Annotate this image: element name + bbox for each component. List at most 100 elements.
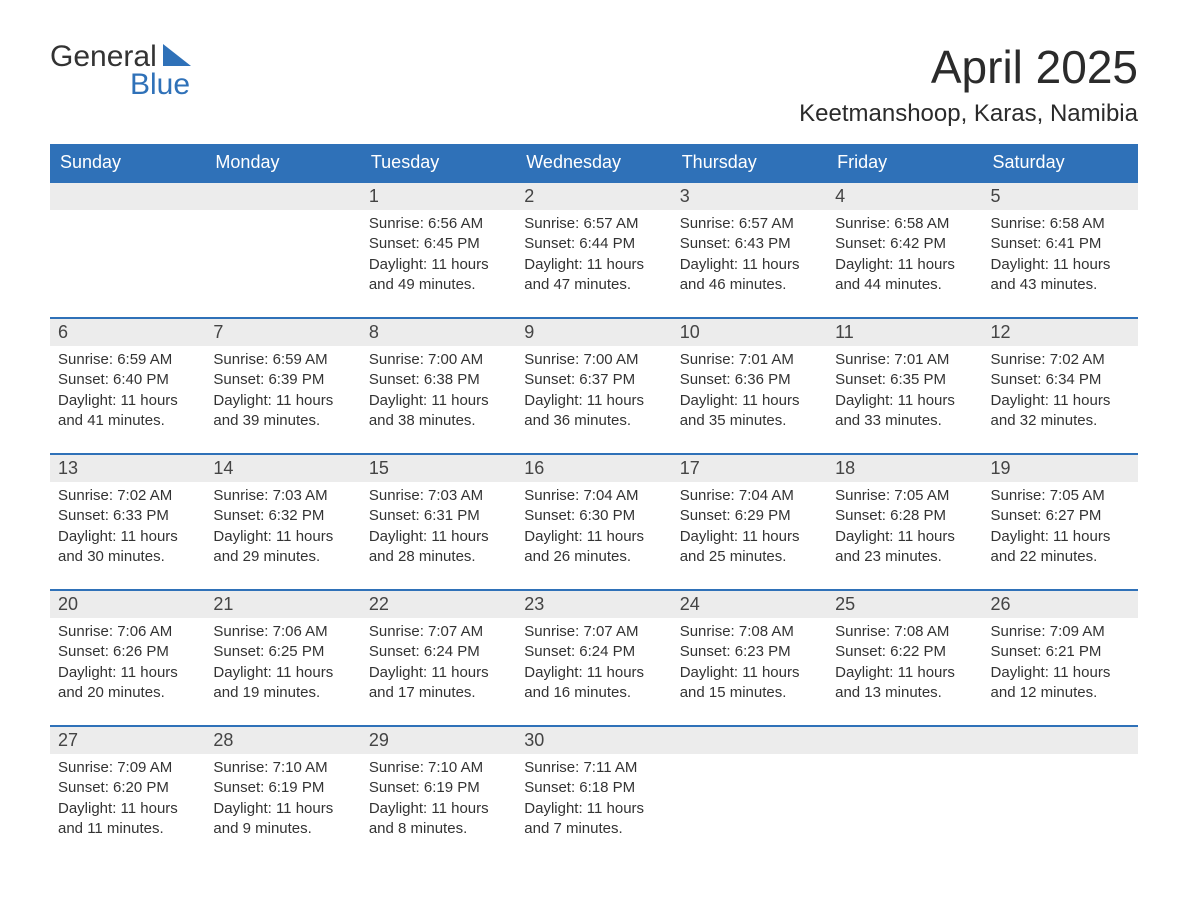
sunset-text: Sunset: 6:43 PM: [680, 234, 819, 254]
day-cell: Sunrise: 7:08 AMSunset: 6:23 PMDaylight:…: [672, 618, 827, 726]
daylight1-text: Daylight: 11 hours: [835, 391, 974, 411]
sunset-text: Sunset: 6:28 PM: [835, 506, 974, 526]
daylight2-text: and 17 minutes.: [369, 683, 508, 703]
day-number: 23: [516, 590, 671, 618]
weekday-header-row: SundayMondayTuesdayWednesdayThursdayFrid…: [50, 144, 1138, 182]
daylight2-text: and 36 minutes.: [524, 411, 663, 431]
sunrise-text: Sunrise: 6:58 AM: [835, 214, 974, 234]
sunset-text: Sunset: 6:44 PM: [524, 234, 663, 254]
sunrise-text: Sunrise: 7:05 AM: [835, 486, 974, 506]
sunrise-text: Sunrise: 7:10 AM: [213, 758, 352, 778]
day-cell: Sunrise: 7:03 AMSunset: 6:31 PMDaylight:…: [361, 482, 516, 590]
location-subtitle: Keetmanshoop, Karas, Namibia: [799, 100, 1138, 128]
sunrise-text: Sunrise: 7:04 AM: [524, 486, 663, 506]
sunset-text: Sunset: 6:25 PM: [213, 642, 352, 662]
day-cell: Sunrise: 6:57 AMSunset: 6:43 PMDaylight:…: [672, 210, 827, 318]
day-number: [672, 726, 827, 754]
daylight1-text: Daylight: 11 hours: [524, 527, 663, 547]
day-number: 26: [983, 590, 1138, 618]
day-number: 5: [983, 182, 1138, 210]
daynum-row: 13141516171819: [50, 454, 1138, 482]
daylight2-text: and 29 minutes.: [213, 547, 352, 567]
day-cell: Sunrise: 7:00 AMSunset: 6:37 PMDaylight:…: [516, 346, 671, 454]
sunrise-text: Sunrise: 7:00 AM: [524, 350, 663, 370]
weekday-header: Friday: [827, 144, 982, 182]
day-cell: Sunrise: 7:08 AMSunset: 6:22 PMDaylight:…: [827, 618, 982, 726]
daylight2-text: and 11 minutes.: [58, 819, 197, 839]
sunrise-text: Sunrise: 6:58 AM: [991, 214, 1130, 234]
daylight2-text: and 13 minutes.: [835, 683, 974, 703]
daylight2-text: and 23 minutes.: [835, 547, 974, 567]
day-cell: Sunrise: 6:58 AMSunset: 6:42 PMDaylight:…: [827, 210, 982, 318]
daylight1-text: Daylight: 11 hours: [991, 527, 1130, 547]
daylight2-text: and 25 minutes.: [680, 547, 819, 567]
sunrise-text: Sunrise: 7:09 AM: [991, 622, 1130, 642]
sunset-text: Sunset: 6:41 PM: [991, 234, 1130, 254]
day-number: 15: [361, 454, 516, 482]
day-cell: Sunrise: 7:01 AMSunset: 6:36 PMDaylight:…: [672, 346, 827, 454]
daylight2-text: and 47 minutes.: [524, 275, 663, 295]
day-number: 28: [205, 726, 360, 754]
daylight1-text: Daylight: 11 hours: [369, 799, 508, 819]
sunset-text: Sunset: 6:45 PM: [369, 234, 508, 254]
daylight2-text: and 26 minutes.: [524, 547, 663, 567]
sunset-text: Sunset: 6:22 PM: [835, 642, 974, 662]
daylight1-text: Daylight: 11 hours: [991, 255, 1130, 275]
sunrise-text: Sunrise: 7:02 AM: [58, 486, 197, 506]
sunrise-text: Sunrise: 7:07 AM: [369, 622, 508, 642]
sunset-text: Sunset: 6:27 PM: [991, 506, 1130, 526]
title-block: April 2025 Keetmanshoop, Karas, Namibia: [799, 40, 1138, 128]
daylight1-text: Daylight: 11 hours: [58, 663, 197, 683]
daylight1-text: Daylight: 11 hours: [524, 255, 663, 275]
header: General Blue April 2025 Keetmanshoop, Ka…: [50, 40, 1138, 128]
daylight2-text: and 20 minutes.: [58, 683, 197, 703]
daylight1-text: Daylight: 11 hours: [680, 663, 819, 683]
sunset-text: Sunset: 6:31 PM: [369, 506, 508, 526]
content-row: Sunrise: 7:09 AMSunset: 6:20 PMDaylight:…: [50, 754, 1138, 861]
daylight2-text: and 16 minutes.: [524, 683, 663, 703]
day-number: 25: [827, 590, 982, 618]
sunset-text: Sunset: 6:18 PM: [524, 778, 663, 798]
daylight1-text: Daylight: 11 hours: [213, 391, 352, 411]
day-number: 16: [516, 454, 671, 482]
daynum-row: 27282930: [50, 726, 1138, 754]
day-number: [205, 182, 360, 210]
day-number: 8: [361, 318, 516, 346]
day-number: 4: [827, 182, 982, 210]
logo: General Blue: [50, 40, 191, 102]
sunrise-text: Sunrise: 7:06 AM: [58, 622, 197, 642]
sunset-text: Sunset: 6:38 PM: [369, 370, 508, 390]
sunset-text: Sunset: 6:36 PM: [680, 370, 819, 390]
sunrise-text: Sunrise: 7:05 AM: [991, 486, 1130, 506]
sunrise-text: Sunrise: 7:06 AM: [213, 622, 352, 642]
weekday-header: Monday: [205, 144, 360, 182]
sunset-text: Sunset: 6:21 PM: [991, 642, 1130, 662]
daylight1-text: Daylight: 11 hours: [835, 527, 974, 547]
daylight1-text: Daylight: 11 hours: [991, 391, 1130, 411]
sunrise-text: Sunrise: 6:59 AM: [58, 350, 197, 370]
sunrise-text: Sunrise: 7:10 AM: [369, 758, 508, 778]
daylight2-text: and 46 minutes.: [680, 275, 819, 295]
day-cell: Sunrise: 7:05 AMSunset: 6:28 PMDaylight:…: [827, 482, 982, 590]
day-cell: Sunrise: 7:03 AMSunset: 6:32 PMDaylight:…: [205, 482, 360, 590]
daylight1-text: Daylight: 11 hours: [680, 255, 819, 275]
sunrise-text: Sunrise: 7:08 AM: [680, 622, 819, 642]
daylight1-text: Daylight: 11 hours: [991, 663, 1130, 683]
day-cell: Sunrise: 7:10 AMSunset: 6:19 PMDaylight:…: [205, 754, 360, 861]
daylight1-text: Daylight: 11 hours: [680, 527, 819, 547]
day-number: 18: [827, 454, 982, 482]
day-number: 24: [672, 590, 827, 618]
daylight2-text: and 8 minutes.: [369, 819, 508, 839]
daylight1-text: Daylight: 11 hours: [680, 391, 819, 411]
daylight2-text: and 44 minutes.: [835, 275, 974, 295]
daylight1-text: Daylight: 11 hours: [369, 391, 508, 411]
weekday-header: Saturday: [983, 144, 1138, 182]
day-cell: [205, 210, 360, 318]
sunset-text: Sunset: 6:35 PM: [835, 370, 974, 390]
daylight2-text: and 28 minutes.: [369, 547, 508, 567]
logo-flag-icon: [163, 44, 191, 66]
day-cell: Sunrise: 7:11 AMSunset: 6:18 PMDaylight:…: [516, 754, 671, 861]
weekday-header: Wednesday: [516, 144, 671, 182]
sunset-text: Sunset: 6:32 PM: [213, 506, 352, 526]
day-cell: Sunrise: 7:05 AMSunset: 6:27 PMDaylight:…: [983, 482, 1138, 590]
